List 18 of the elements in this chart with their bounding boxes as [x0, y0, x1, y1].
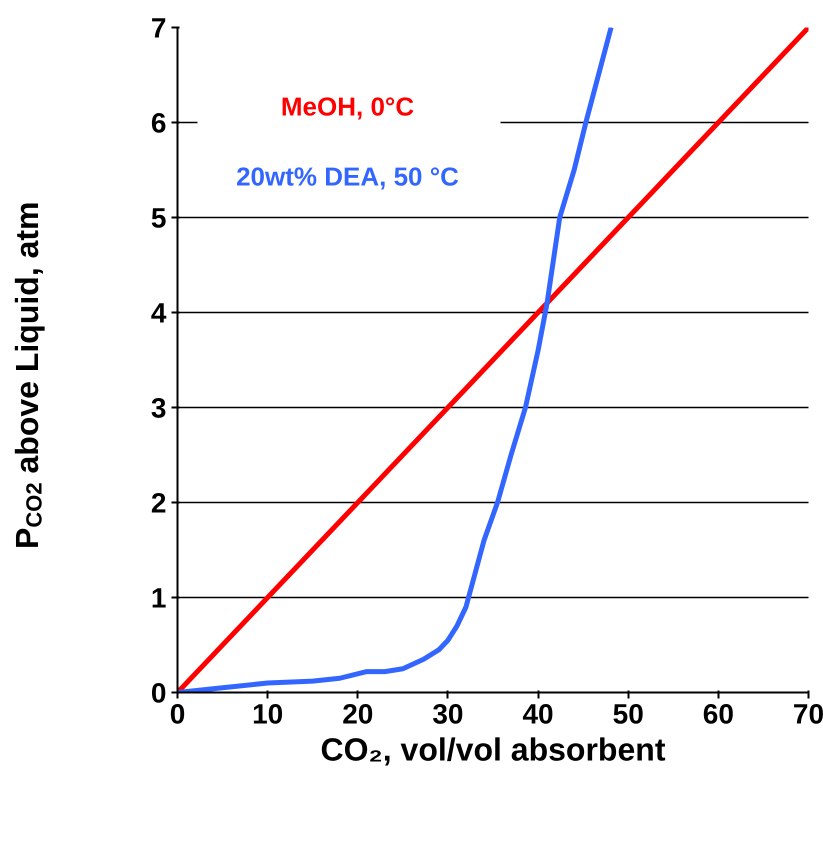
y-tick-label: 2 — [150, 488, 167, 518]
x-tick-label: 10 — [252, 698, 284, 730]
x-tick-label: 40 — [522, 698, 554, 730]
y-tick-label: 1 — [150, 582, 167, 614]
y-tick-label: 6 — [150, 108, 167, 138]
y-tick-label: 4 — [150, 298, 167, 328]
y-tick-label: 0 — [150, 678, 167, 708]
text: 20wt% DEA, 50 °C — [236, 162, 460, 192]
y-tick-label: 7 — [150, 12, 167, 44]
x-tick-label: 60 — [702, 698, 734, 730]
x-axis-title: CO₂, vol/vol absorbent — [320, 732, 666, 768]
x-tick-label: 70 — [792, 698, 823, 730]
x-tick-label: 20 — [342, 698, 374, 730]
y-tick-label: 5 — [150, 202, 167, 234]
text: MeOH, 0°C — [280, 92, 414, 122]
x-tick-label: 50 — [612, 698, 644, 730]
y-tick-label: 3 — [150, 392, 167, 424]
x-tick-label: 30 — [432, 698, 464, 730]
